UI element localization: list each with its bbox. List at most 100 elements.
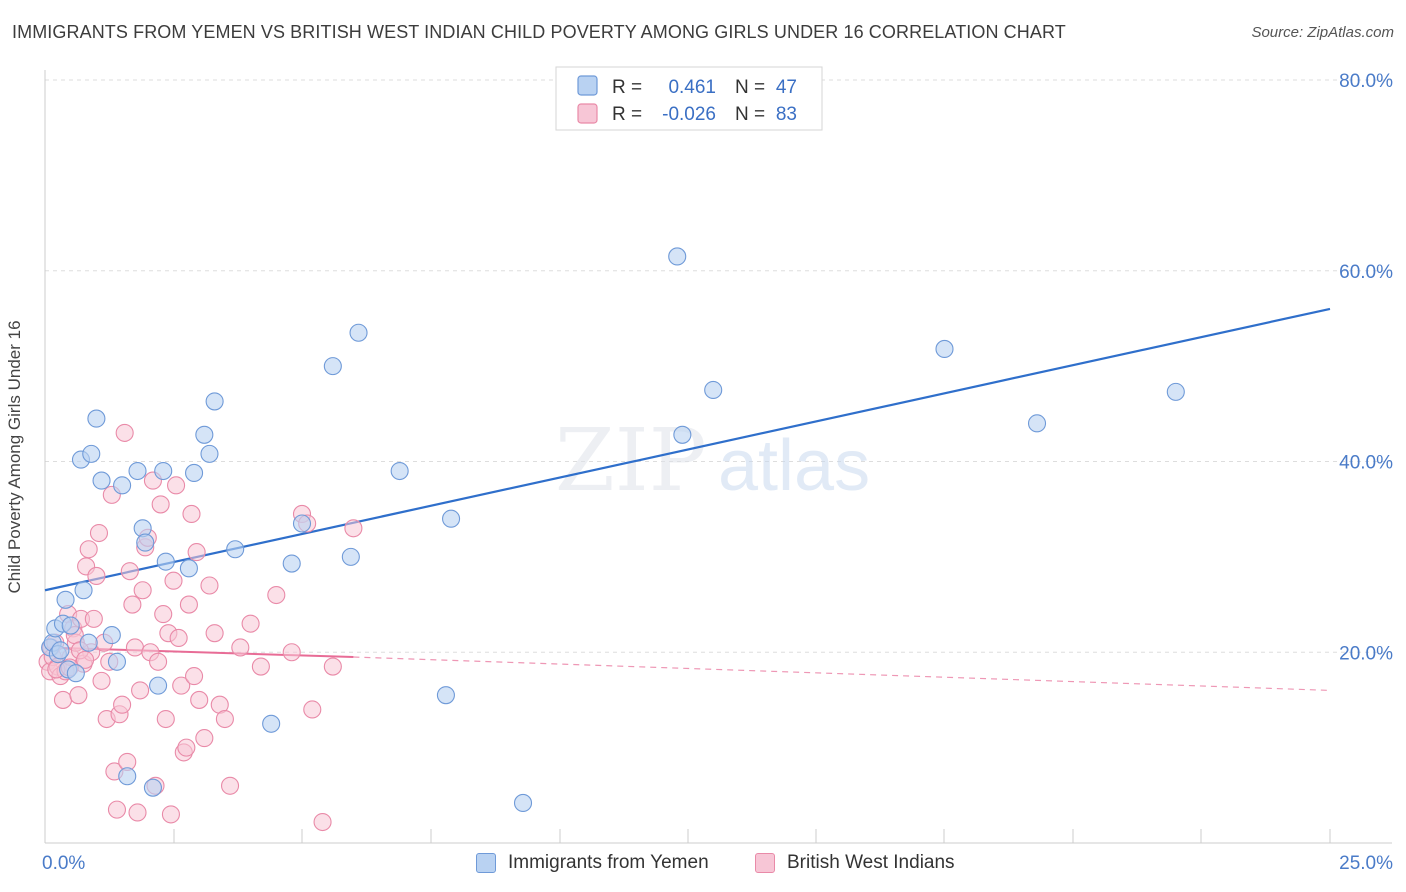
legend-r-value-2: -0.026 (662, 104, 716, 125)
points-british-west-indians (38, 423, 363, 832)
point-british-west-indians-57 (182, 504, 201, 524)
point-immigrants-from-yemen-39 (390, 461, 409, 481)
point-immigrants-from-yemen-23 (143, 778, 162, 797)
point-british-west-indians-49 (161, 805, 180, 824)
legend-r-label-2: R = (612, 104, 642, 125)
y-axis-title: Child Poverty Among Girls Under 16 (5, 320, 24, 593)
point-british-west-indians-46 (154, 605, 173, 624)
point-immigrants-from-yemen-45 (704, 380, 723, 400)
point-british-west-indians-65 (215, 709, 234, 729)
point-british-west-indians-37 (131, 681, 150, 700)
point-british-west-indians-35 (125, 638, 144, 657)
point-immigrants-from-yemen-34 (282, 554, 301, 573)
point-british-west-indians-50 (164, 571, 183, 590)
y-tick-label-1: 40.0% (1339, 453, 1393, 474)
trend-line-immigrants-from-yemen (44, 307, 1331, 592)
trend-line-british-west-indians-extension (353, 656, 1331, 691)
point-british-west-indians-52 (169, 628, 188, 647)
legend-r-value-1: 0.461 (668, 77, 716, 98)
legend-swatch-blue (577, 75, 598, 96)
y-tick-label-3: 80.0% (1339, 71, 1393, 92)
points-immigrants-from-yemen (41, 247, 1185, 812)
point-british-west-indians-13 (69, 686, 88, 705)
point-immigrants-from-yemen-29 (195, 425, 214, 444)
point-immigrants-from-yemen-30 (200, 444, 219, 463)
point-immigrants-from-yemen-31 (205, 392, 224, 411)
legend-r-label-1: R = (612, 77, 642, 98)
point-immigrants-from-yemen-24 (149, 676, 168, 695)
legend-swatch-pink (577, 103, 598, 124)
legend-stats: R = 0.461 N = 47 R = -0.026 N = 83 (555, 66, 823, 131)
point-british-west-indians-44 (149, 652, 168, 671)
point-immigrants-from-yemen-33 (262, 714, 281, 733)
point-immigrants-from-yemen-41 (442, 509, 461, 528)
point-immigrants-from-yemen-8 (61, 616, 80, 635)
legend-series: Immigrants from Yemen British West India… (0, 852, 1406, 878)
point-immigrants-from-yemen-35 (292, 514, 312, 533)
point-british-west-indians-55 (177, 738, 196, 757)
point-british-west-indians-21 (89, 523, 109, 543)
y-tick-label-0: 20.0% (1339, 643, 1393, 664)
point-british-west-indians-56 (179, 595, 198, 614)
point-british-west-indians-47 (156, 709, 175, 729)
point-british-west-indians-30 (113, 695, 132, 714)
point-british-west-indians-22 (92, 671, 111, 690)
point-immigrants-from-yemen-27 (179, 559, 198, 578)
legend-item-british-west-indians[interactable]: British West Indians (755, 852, 955, 874)
point-immigrants-from-yemen-12 (79, 633, 98, 652)
legend-label-british-west-indians: British West Indians (787, 852, 955, 873)
point-british-west-indians-74 (303, 700, 322, 719)
point-british-west-indians-38 (133, 581, 152, 600)
point-immigrants-from-yemen-4 (51, 641, 70, 660)
chart-title: IMMIGRANTS FROM YEMEN VS BRITISH WEST IN… (12, 22, 1066, 42)
point-immigrants-from-yemen-38 (349, 323, 368, 342)
point-british-west-indians-62 (200, 576, 219, 595)
legend-swatch-british-west-indians (755, 853, 775, 873)
point-british-west-indians-45 (151, 495, 170, 514)
point-british-west-indians-71 (282, 643, 301, 662)
point-immigrants-from-yemen-11 (74, 581, 93, 600)
point-british-west-indians-61 (195, 729, 214, 748)
point-immigrants-from-yemen-44 (673, 425, 692, 444)
watermark-atlas: atlas (718, 426, 870, 506)
point-immigrants-from-yemen-43 (668, 247, 687, 266)
point-immigrants-from-yemen-40 (436, 686, 455, 705)
legend-stats-box (555, 66, 823, 131)
point-british-west-indians-60 (190, 690, 209, 709)
point-immigrants-from-yemen-48 (1166, 382, 1185, 401)
point-immigrants-from-yemen-9 (66, 664, 85, 683)
point-british-west-indians-53 (172, 676, 191, 695)
point-immigrants-from-yemen-14 (87, 409, 106, 428)
legend-label-immigrants-from-yemen: Immigrants from Yemen (508, 852, 709, 873)
point-british-west-indians-58 (185, 667, 204, 686)
point-immigrants-from-yemen-13 (82, 444, 101, 463)
point-british-west-indians-66 (220, 776, 240, 795)
point-immigrants-from-yemen-37 (341, 547, 360, 566)
point-british-west-indians-31 (115, 423, 134, 442)
legend-swatch-immigrants-from-yemen (476, 853, 496, 873)
point-immigrants-from-yemen-25 (154, 461, 173, 481)
point-immigrants-from-yemen-36 (323, 357, 342, 376)
point-british-west-indians-82 (76, 650, 95, 669)
point-british-west-indians-70 (267, 585, 286, 605)
legend-item-immigrants-from-yemen[interactable]: Immigrants from Yemen (476, 852, 709, 874)
point-immigrants-from-yemen-6 (56, 590, 75, 609)
x-tick-label-0: 0.0% (42, 853, 85, 874)
point-british-west-indians-63 (205, 624, 224, 643)
point-immigrants-from-yemen-47 (1027, 414, 1047, 433)
point-british-west-indians-34 (123, 595, 142, 614)
point-immigrants-from-yemen-15 (92, 471, 111, 490)
legend-n-label-2: N = (735, 104, 765, 125)
y-tick-label-2: 60.0% (1339, 262, 1393, 283)
point-british-west-indians-75 (313, 812, 332, 832)
grid-layer (45, 79, 1392, 653)
point-immigrants-from-yemen-19 (118, 767, 137, 786)
point-immigrants-from-yemen-46 (935, 339, 954, 359)
legend-n-value-2: 83 (776, 104, 797, 125)
legend-n-label-1: N = (735, 77, 765, 98)
point-british-west-indians-69 (251, 657, 270, 676)
point-british-west-indians-19 (84, 609, 103, 628)
point-immigrants-from-yemen-20 (128, 461, 147, 481)
point-british-west-indians-68 (241, 614, 260, 633)
point-british-west-indians-77 (344, 519, 363, 538)
